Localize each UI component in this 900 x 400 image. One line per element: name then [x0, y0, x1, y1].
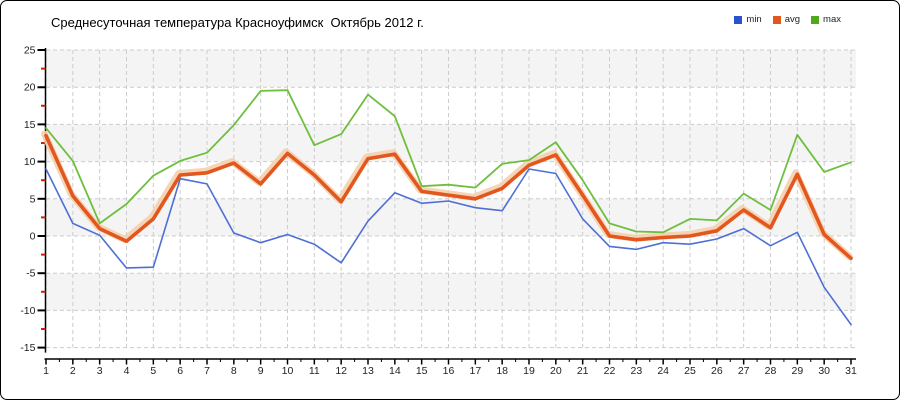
x-axis-tick-label: 22 [604, 365, 616, 377]
y-axis-tick-label: 15 [24, 119, 36, 131]
x-axis-tick-label: 19 [523, 365, 535, 377]
plot-band [46, 87, 856, 125]
x-axis-tick-label: 5 [150, 365, 156, 377]
x-axis-tick-label: 31 [845, 365, 857, 377]
x-axis-tick-label: 24 [657, 365, 669, 377]
y-axis-tick-label: 10 [24, 156, 36, 168]
legend-item-label: min [746, 14, 762, 25]
legend-item-label: avg [784, 14, 801, 25]
legend-item-avg[interactable]: avg [772, 14, 801, 25]
x-axis-tick-label: 9 [258, 365, 264, 377]
plot-band [46, 124, 856, 162]
max-series-line [45, 89, 852, 234]
plot-band [46, 273, 856, 311]
x-axis-tick-label: 14 [389, 365, 401, 377]
x-axis-tick-label: 27 [738, 365, 750, 377]
x-axis-tick-label: 10 [282, 365, 294, 377]
x-axis-tick-label: 2 [70, 365, 76, 377]
y-axis-tick-label: -5 [26, 268, 35, 280]
x-axis-tick-label: 26 [711, 365, 723, 377]
x-axis-tick-label: 12 [335, 365, 347, 377]
y-axis-tick-label: -15 [20, 342, 35, 354]
x-axis-tick-label: 21 [577, 365, 589, 377]
x-axis-tick-label: 20 [550, 365, 562, 377]
x-axis-tick-label: 4 [124, 365, 130, 377]
x-axis-tick-label: 6 [177, 365, 183, 377]
chart-legend: min avg max [734, 14, 841, 25]
y-axis-tick-label: -10 [20, 305, 35, 317]
x-axis-tick-label: 16 [443, 365, 455, 377]
x-axis-tick-label: 28 [765, 365, 777, 377]
legend-item-min[interactable]: min [734, 14, 762, 25]
max-legend-swatch [811, 15, 820, 24]
x-axis-tick-label: 7 [204, 365, 210, 377]
min-series-line [45, 168, 852, 326]
legend-item-max[interactable]: max [811, 14, 841, 25]
x-axis-tick-label: 15 [416, 365, 428, 377]
plot-band [46, 236, 856, 274]
x-axis-tick-label: 13 [362, 365, 374, 377]
legend-item-label: max [823, 14, 841, 25]
y-axis-tick-label: 0 [30, 231, 36, 243]
x-axis-tick-label: 8 [231, 365, 237, 377]
y-axis-tick-label: 25 [24, 45, 36, 57]
x-axis-tick-label: 3 [97, 365, 103, 377]
plot-band [46, 310, 856, 348]
x-axis-tick-label: 17 [469, 365, 481, 377]
x-axis-tick-label: 30 [818, 365, 830, 377]
y-axis-tick-label: 20 [24, 82, 36, 94]
x-axis-tick-label: 25 [684, 365, 696, 377]
x-axis-tick-label: 1 [43, 365, 49, 377]
y-axis-tick-label: 5 [30, 193, 36, 205]
x-axis-tick-label: 23 [630, 365, 642, 377]
x-axis-tick-label: 11 [309, 365, 320, 377]
x-axis-tick-label: 18 [496, 365, 508, 377]
x-axis-tick-label: 29 [791, 365, 803, 377]
chart-title: Среднесуточная температура Красноуфимск … [51, 15, 424, 30]
avg-series-line [44, 133, 853, 261]
plot-band [46, 50, 856, 88]
avg-legend-swatch [772, 15, 781, 24]
min-legend-swatch [734, 15, 743, 24]
